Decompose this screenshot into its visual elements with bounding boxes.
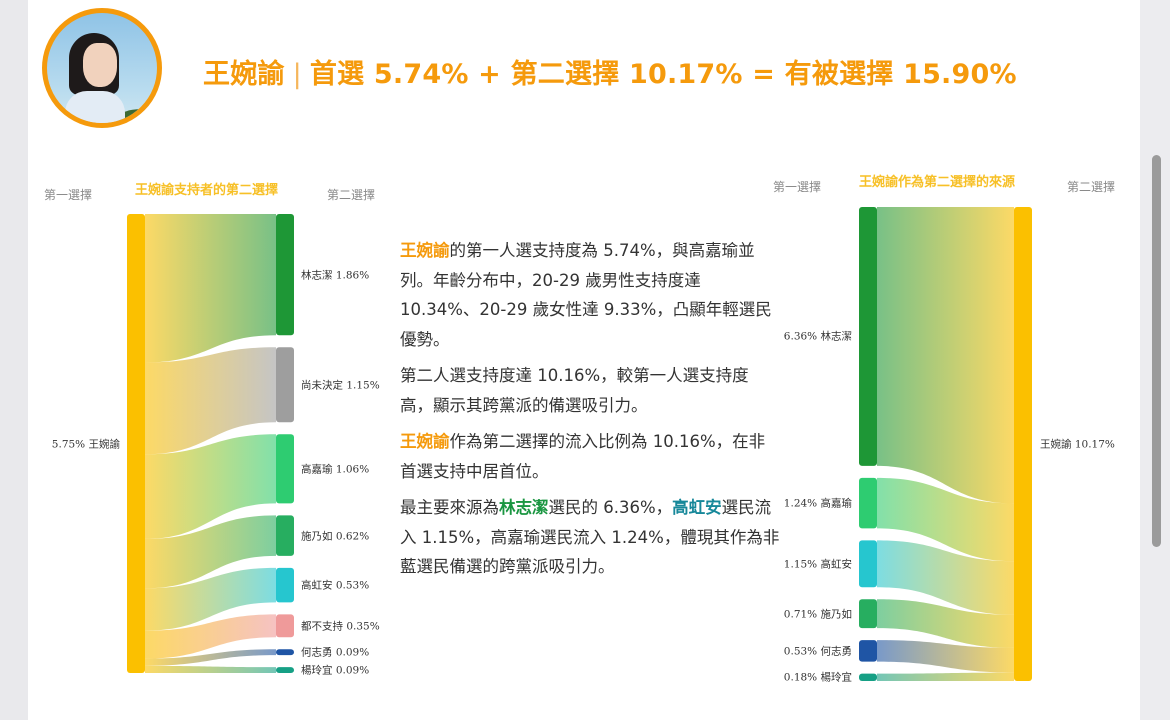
sankey-link	[877, 640, 1014, 673]
paragraph-1: 王婉諭的第一人選支持度為 5.74%，與高嘉瑜並列。年齡分布中，20-29 歲男…	[400, 241, 772, 349]
right-chart-title: 王婉諭作為第二選擇的來源	[859, 175, 1016, 190]
sankey-node-高嘉瑜	[276, 434, 294, 504]
sankey-link	[145, 665, 276, 673]
sankey-link	[145, 434, 276, 539]
sankey-node-施乃如	[276, 515, 294, 556]
source-label: 5.75% 王婉諭	[51, 438, 120, 450]
node-label: 6.36% 林志潔	[783, 330, 852, 343]
paragraph-4: 最主要來源為林志潔選民的 6.36%，高虹安選民流入 1.15%，高嘉瑜選民流入…	[400, 498, 780, 576]
candidate-name: 王婉諭	[203, 59, 285, 90]
node-label: 何志勇 0.09%	[301, 646, 370, 659]
left-chart-title: 王婉諭支持者的第二選擇	[135, 183, 279, 198]
sankey-link	[145, 567, 276, 631]
candidate-avatar	[42, 8, 162, 128]
node-label: 高虹安 0.53%	[301, 579, 370, 592]
node-label: 1.24% 高嘉瑜	[783, 497, 852, 510]
sankey-node-施乃如	[859, 599, 877, 629]
sankey-link	[877, 540, 1014, 615]
sankey-node-楊玲宜	[859, 673, 877, 681]
node-label: 林志潔 1.86%	[301, 269, 370, 282]
page-title: 王婉諭 | 首選 5.74% + 第二選擇 10.17% = 有被選擇 15.90%	[203, 59, 1017, 90]
node-label: 0.71% 施乃如	[783, 608, 852, 621]
sankey-link	[877, 477, 1014, 562]
sankey-link	[877, 207, 1014, 504]
left-chart-second-choice-label: 第二選擇	[327, 188, 376, 202]
sankey-node-source	[127, 214, 145, 673]
node-label: 高嘉瑜 1.06%	[301, 463, 370, 476]
sankey-node-target	[1014, 207, 1032, 681]
sankey-link	[877, 672, 1014, 681]
sankey-node-林志潔	[276, 214, 294, 336]
scrollbar-thumb[interactable]	[1152, 155, 1161, 547]
node-label: 楊玲宜 0.09%	[301, 664, 370, 677]
sankey-link	[145, 214, 276, 363]
sankey-node-高嘉瑜	[859, 477, 877, 529]
sankey-node-林志潔	[859, 207, 877, 466]
node-label: 施乃如 0.62%	[301, 530, 370, 543]
node-label: 0.53% 何志勇	[783, 645, 852, 658]
sankey-link	[145, 649, 276, 666]
sankey-link	[145, 347, 276, 455]
sankey-node-高虹安	[859, 540, 877, 588]
sankey-node-何志勇	[276, 649, 294, 656]
right-chart-first-choice-label: 第一選擇	[773, 180, 822, 194]
paragraph-2: 第二人選支持度達 10.16%，較第一人選支持度高，顯示其跨黨派的備選吸引力。	[400, 366, 749, 415]
node-label: 都不支持 0.35%	[301, 620, 380, 633]
target-label: 王婉諭 10.17%	[1040, 438, 1115, 451]
sankey-node-高虹安	[276, 567, 294, 603]
right-chart-second-choice-label: 第二選擇	[1067, 180, 1116, 194]
sankey-link	[145, 614, 276, 659]
sankey-node-何志勇	[859, 640, 877, 662]
sankey-node-楊玲宜	[276, 667, 294, 673]
left-chart-first-choice-label: 第一選擇	[44, 188, 93, 202]
node-label: 尚未決定 1.15%	[301, 379, 380, 392]
sankey-link	[145, 515, 276, 589]
sankey-link	[877, 599, 1014, 648]
node-label: 1.15% 高虹安	[783, 558, 852, 571]
analysis-text: 王婉諭的第一人選支持度為 5.74%，與高嘉瑜並列。年齡分布中，20-29 歲男…	[400, 236, 780, 589]
summary-stats: 首選 5.74% + 第二選擇 10.17% = 有被選擇 15.90%	[309, 59, 1017, 90]
node-label: 0.18% 楊玲宜	[783, 671, 852, 684]
sankey-node-都不支持	[276, 614, 294, 638]
sankey-node-尚未決定	[276, 347, 294, 423]
paragraph-3: 王婉諭作為第二選擇的流入比例為 10.16%，在非首選支持中居首位。	[400, 432, 766, 481]
